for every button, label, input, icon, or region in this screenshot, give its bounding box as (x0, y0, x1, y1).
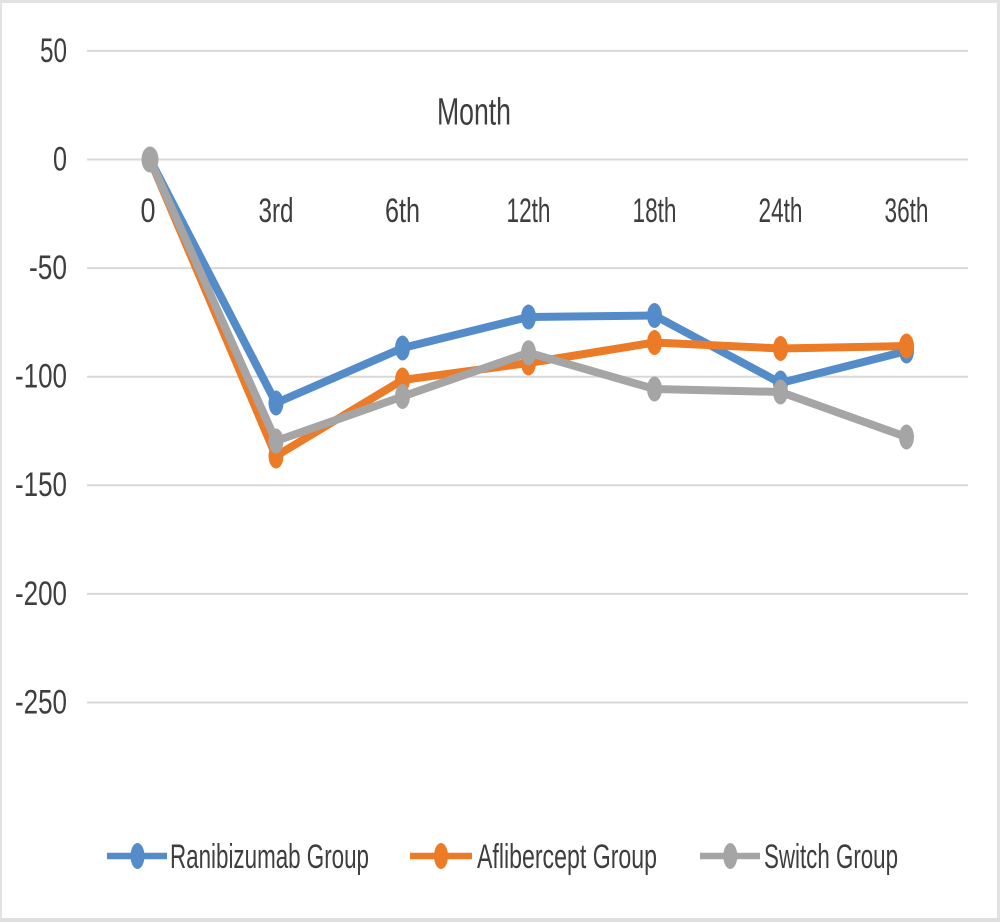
svg-text:50: 50 (40, 32, 67, 70)
svg-text:36th: 36th (885, 192, 929, 230)
svg-text:Ranibizumab Group: Ranibizumab Group (170, 838, 369, 876)
svg-text:24th: 24th (759, 192, 803, 230)
svg-text:Aflibercept Group: Aflibercept Group (477, 838, 657, 876)
svg-text:Month: Month (437, 92, 511, 134)
svg-text:0: 0 (53, 141, 67, 179)
svg-text:18th: 18th (633, 192, 677, 230)
svg-text:Switch Group: Switch Group (764, 838, 898, 876)
svg-text:6th: 6th (385, 192, 420, 230)
svg-text:12th: 12th (507, 192, 551, 230)
svg-text:3rd: 3rd (259, 192, 294, 230)
svg-text:0: 0 (141, 192, 156, 230)
svg-text:-150: -150 (15, 466, 67, 504)
svg-text:-100: -100 (15, 358, 67, 396)
svg-text:-50: -50 (29, 249, 67, 287)
svg-text:-200: -200 (15, 575, 67, 613)
svg-text:-250: -250 (15, 684, 67, 722)
